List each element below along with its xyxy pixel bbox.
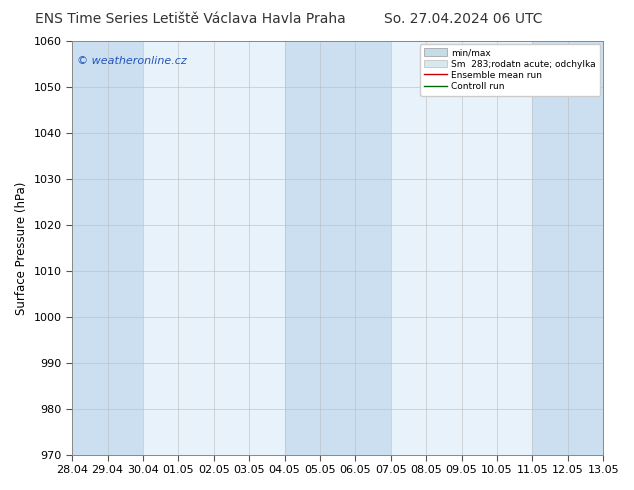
Y-axis label: Surface Pressure (hPa): Surface Pressure (hPa) [15,181,28,315]
Bar [568,41,603,455]
Bar [214,41,249,455]
Bar [143,41,178,455]
Bar [391,41,426,455]
Text: ENS Time Series Letiště Václava Havla Praha: ENS Time Series Letiště Václava Havla Pr… [35,12,346,26]
Bar [497,41,533,455]
Bar [355,41,391,455]
Bar [533,41,568,455]
Bar [462,41,497,455]
Bar [108,41,143,455]
Text: © weatheronline.cz: © weatheronline.cz [77,55,187,66]
Bar [249,41,285,455]
Bar [426,41,462,455]
Bar [72,41,108,455]
Bar [178,41,214,455]
Bar [320,41,355,455]
Legend: min/max, Sm  283;rodatn acute; odchylka, Ensemble mean run, Controll run: min/max, Sm 283;rodatn acute; odchylka, … [420,44,600,96]
Bar [285,41,320,455]
Text: So. 27.04.2024 06 UTC: So. 27.04.2024 06 UTC [384,12,542,26]
